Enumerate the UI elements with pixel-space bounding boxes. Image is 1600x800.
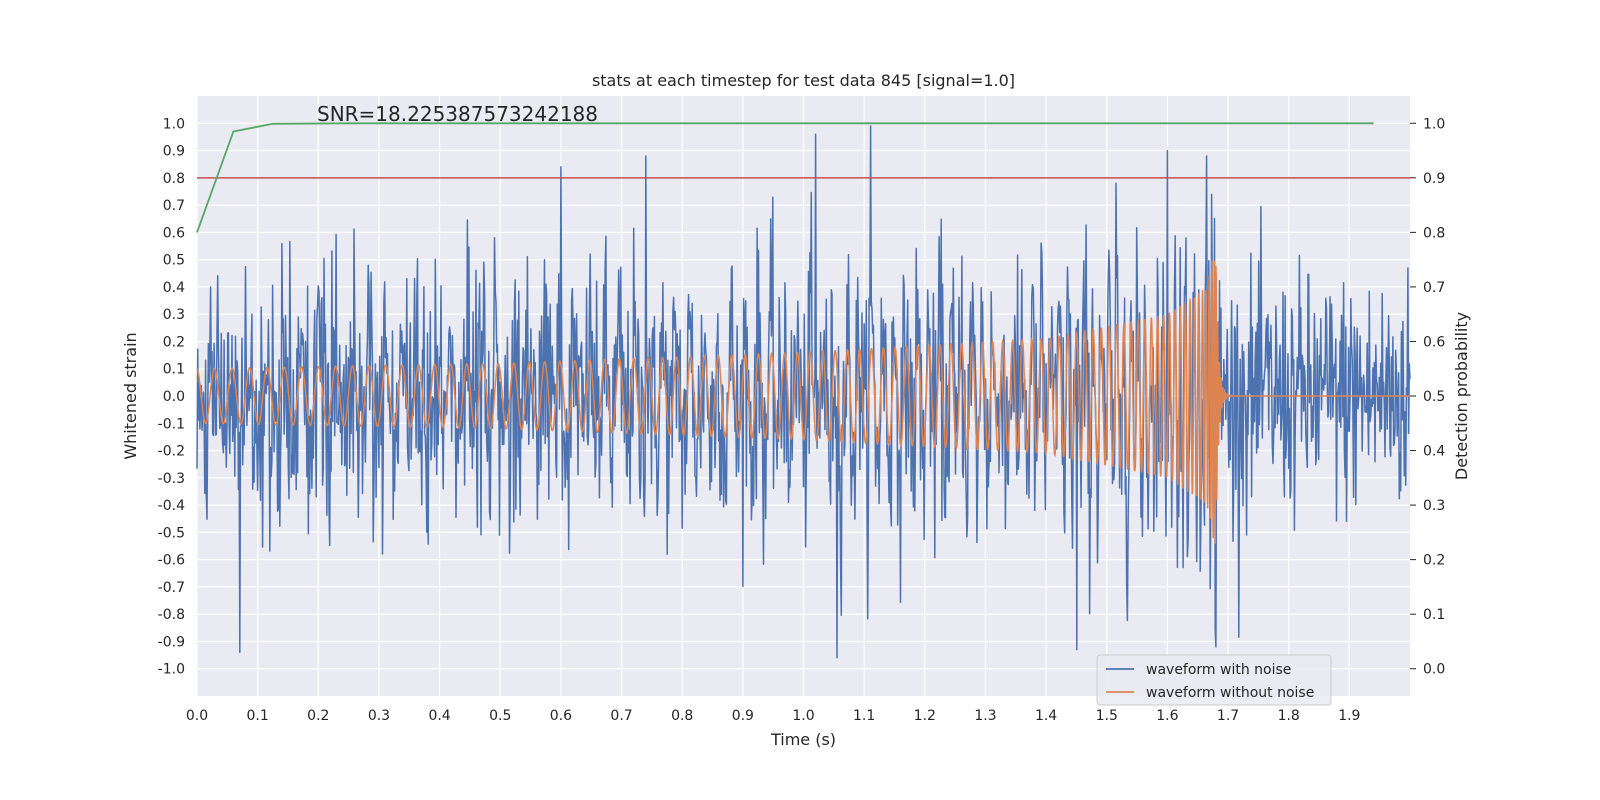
- x-tick-label: 1.0: [792, 708, 814, 724]
- x-axis-label: Time (s): [770, 730, 836, 749]
- y-right-tick-label: 1.0: [1423, 116, 1445, 132]
- x-tick-label: 1.4: [1035, 708, 1057, 724]
- series-layer: [196, 122, 1411, 659]
- y-right-tick-label: 0.6: [1423, 334, 1445, 350]
- x-tick-label: 0.1: [247, 708, 269, 724]
- x-tick-label: 0.5: [489, 708, 511, 724]
- x-tick-label: 0.0: [186, 708, 208, 724]
- y-tick-label: 0.9: [163, 144, 185, 160]
- y-right-tick-label: 0.9: [1423, 171, 1445, 187]
- y-tick-label: 0.3: [163, 307, 185, 323]
- x-tick-label: 1.2: [914, 708, 936, 724]
- x-tick-label: 1.8: [1278, 708, 1300, 724]
- y-tick-label: -0.7: [158, 580, 185, 596]
- y-tick-label: -0.6: [158, 553, 185, 569]
- snr-annotation: SNR=18.225387573242188: [317, 102, 598, 126]
- x-tick-label: 0.4: [428, 708, 450, 724]
- y-tick-label: 0.0: [163, 389, 185, 405]
- y-tick-label: 0.6: [163, 225, 185, 241]
- y-right-tick-label: 0.0: [1423, 662, 1445, 678]
- x-tick-label: 0.9: [732, 708, 754, 724]
- y-tick-label: 0.5: [163, 253, 185, 269]
- y-right-tick-label: 0.4: [1423, 444, 1445, 460]
- x-tick-label: 1.5: [1096, 708, 1118, 724]
- legend-label-noise: waveform with noise: [1146, 662, 1291, 678]
- y-tick-label: -0.1: [158, 416, 185, 432]
- y-tick-label: 0.2: [163, 334, 185, 350]
- x-tick-label: 1.1: [853, 708, 875, 724]
- y-tick-label: 1.0: [163, 116, 185, 132]
- y-right-tick-label: 0.3: [1423, 498, 1445, 514]
- y-right-tick-label: 0.2: [1423, 553, 1445, 569]
- x-tick-label: 0.6: [550, 708, 572, 724]
- y-tick-label: 0.1: [163, 362, 185, 378]
- x-tick-label: 1.3: [974, 708, 996, 724]
- y-tick-label: 0.8: [163, 171, 185, 187]
- y-axis-label: Whitened strain: [121, 332, 140, 459]
- legend-label-signal: waveform without noise: [1146, 685, 1314, 701]
- y-tick-label: 0.4: [163, 280, 185, 296]
- y-right-tick-label: 0.8: [1423, 225, 1445, 241]
- ticks-layer: 0.0 0.1 0.2 0.3 0.4 0.5 0.6 0.7 0.8 0.9 1.0 1.1 1.2 1…: [158, 116, 1446, 724]
- y-tick-label: -0.3: [158, 471, 185, 487]
- detection-probability-line: [196, 122, 1374, 233]
- y-tick-label: -1.0: [158, 662, 185, 678]
- x-tick-label: 0.2: [307, 708, 329, 724]
- legend: waveform with noise waveform without noi…: [1096, 654, 1332, 706]
- y-tick-label: -0.9: [158, 634, 185, 650]
- y-tick-label: 0.7: [163, 198, 185, 214]
- y-right-tick-label: 0.5: [1423, 389, 1445, 405]
- x-tick-label: 1.9: [1338, 708, 1360, 724]
- x-tick-label: 0.8: [671, 708, 693, 724]
- y-tick-label: -0.8: [158, 607, 185, 623]
- x-tick-label: 1.6: [1156, 708, 1178, 724]
- x-tick-label: 0.7: [610, 708, 632, 724]
- legend-box: [1096, 654, 1332, 706]
- y-tick-label: -0.4: [158, 498, 185, 514]
- y-axis-right-label: Detection probability: [1452, 312, 1471, 480]
- y-right-tick-label: 0.1: [1423, 607, 1445, 623]
- chart-title: stats at each timestep for test data 845…: [592, 71, 1015, 90]
- y-right-tick-label: 0.7: [1423, 280, 1445, 296]
- x-tick-label: 0.3: [368, 708, 390, 724]
- x-tick-label: 1.7: [1217, 708, 1239, 724]
- y-tick-label: -0.5: [158, 525, 185, 541]
- y-tick-label: -0.2: [158, 444, 185, 460]
- series-clean-waveform: [196, 260, 1410, 544]
